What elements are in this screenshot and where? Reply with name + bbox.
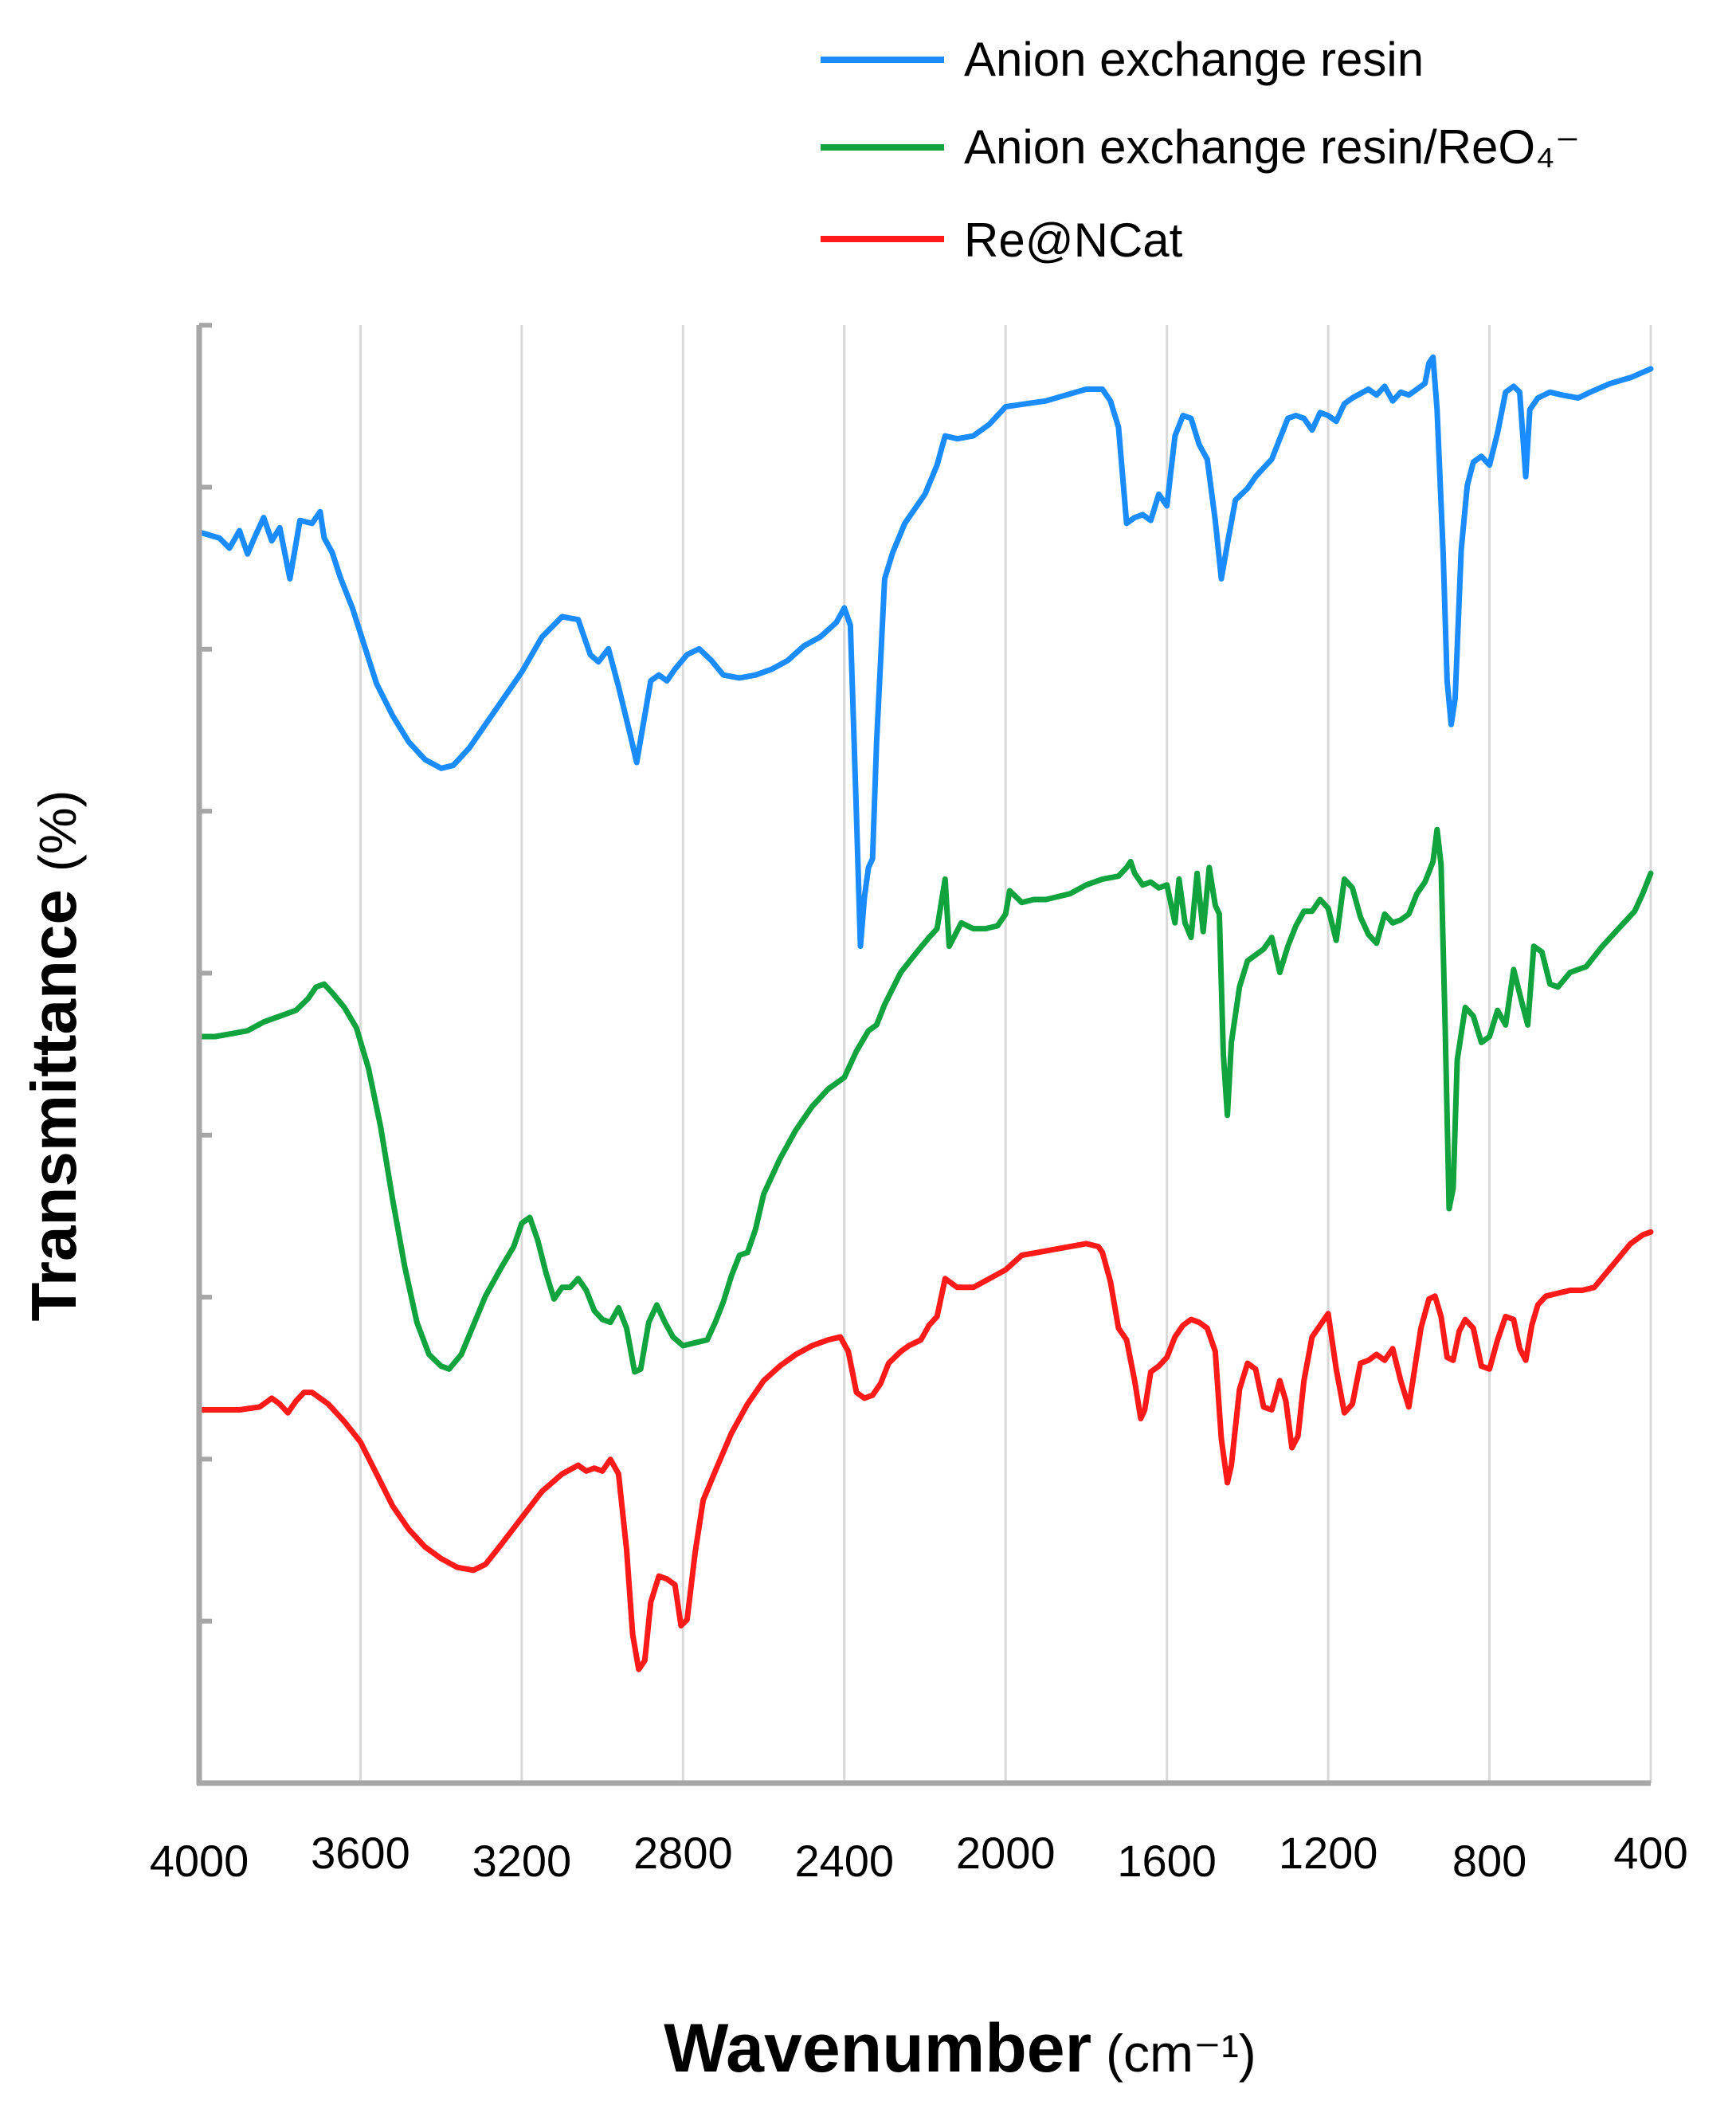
x-tick-label-2400: 2400	[794, 1836, 894, 1886]
x-tick-label-1600: 1600	[1117, 1836, 1217, 1886]
y-axis-title-main: Transmittance	[18, 889, 89, 1321]
y-axis-title-unit: (%)	[28, 790, 87, 872]
x-tick-label-2800: 2800	[633, 1828, 733, 1878]
series-line-1	[196, 826, 1654, 1375]
legend-entry-0: Anion exchange resin	[821, 33, 1424, 86]
series-line-2	[196, 1229, 1654, 1672]
gridlines	[359, 325, 1652, 1783]
x-axis-title-main: Wavenumber	[664, 2010, 1091, 2087]
x-tick-label-4000: 4000	[150, 1836, 249, 1886]
x-tick-label-3600: 3600	[311, 1828, 410, 1878]
x-tick-label-400: 400	[1613, 1828, 1687, 1878]
legend-label-2: Re@NCat	[964, 214, 1183, 267]
y-axis-title: Transmittance (%)	[18, 790, 89, 1321]
series-line-0	[196, 354, 1654, 950]
legend-label-1: Anion exchange resin/ReO₄⁻	[964, 120, 1580, 174]
legend-entry-2: Re@NCat	[821, 214, 1183, 267]
axes: 4000 3600 3200 2800 2400 2000 1600 1200 800 400	[150, 323, 1688, 1886]
x-tick-label-800: 800	[1452, 1836, 1526, 1886]
x-axis-title: Wavenumber (cm⁻¹)	[664, 2010, 1256, 2087]
spectra	[196, 354, 1654, 1672]
x-tick-label-3200: 3200	[472, 1836, 572, 1886]
x-tick-label-1200: 1200	[1279, 1828, 1378, 1878]
x-tick-label-2000: 2000	[956, 1828, 1056, 1878]
x-axis-title-unit: (cm⁻¹)	[1106, 2024, 1256, 2083]
legend-entry-1: Anion exchange resin/ReO₄⁻	[821, 120, 1580, 174]
legend-label-0: Anion exchange resin	[964, 33, 1424, 86]
legend: Anion exchange resin Anion exchange resi…	[821, 33, 1580, 267]
